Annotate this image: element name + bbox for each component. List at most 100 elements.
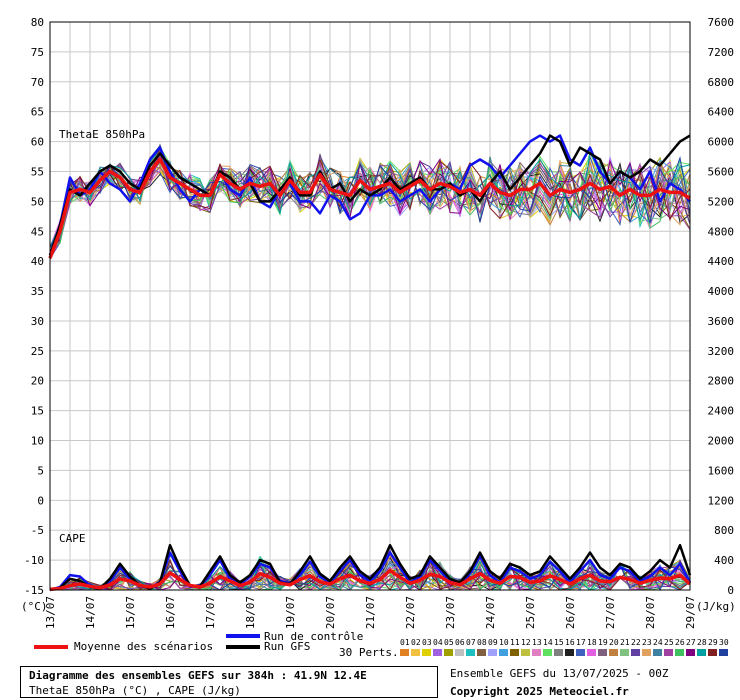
- gfs-legend-swatch: [226, 645, 260, 649]
- y-right-tick: 2000: [708, 435, 735, 448]
- y-right-tick: 6000: [708, 136, 735, 149]
- pert-swatch: [543, 649, 552, 656]
- y-left-tick: 75: [31, 46, 44, 59]
- y-right-tick: 2800: [708, 375, 735, 388]
- pert-number: 14: [543, 638, 553, 647]
- pert-number: 24: [653, 638, 663, 647]
- x-tick-label: 18/07: [244, 596, 257, 629]
- info-variables: ThetaE 850hPa (°C) , CAPE (J/kg): [29, 684, 241, 697]
- pert-swatch: [708, 649, 717, 656]
- y-left-tick: -5: [31, 524, 44, 537]
- left-unit-label: (°C): [21, 600, 48, 613]
- pert-swatch: [422, 649, 431, 656]
- x-tick-label: 26/07: [564, 596, 577, 629]
- y-left-tick: 25: [31, 345, 44, 358]
- pert-swatch: [532, 649, 541, 656]
- x-tick-label: 25/07: [524, 596, 537, 629]
- y-right-tick: 6400: [708, 106, 735, 119]
- series-line: [48, 157, 691, 259]
- pert-number: 04: [433, 638, 443, 647]
- info-box: Diagramme des ensembles GEFS sur 384h : …: [20, 666, 438, 698]
- pert-number: 26: [675, 638, 685, 647]
- pert-number: 19: [598, 638, 608, 647]
- pert-swatch: [510, 649, 519, 656]
- mean-legend-label: Moyenne des scénarios: [74, 640, 214, 653]
- control-legend-swatch: [226, 634, 260, 638]
- pert-number: 02: [411, 638, 421, 647]
- pert-swatch: [697, 649, 706, 656]
- pert-number: 10: [499, 638, 509, 647]
- y-right-tick: 5600: [708, 165, 735, 178]
- y-left-tick: 70: [31, 76, 44, 89]
- pert-swatch: [565, 649, 574, 656]
- pert-number: 11: [510, 638, 520, 647]
- y-left-tick: -10: [24, 554, 44, 567]
- pert-number: 01: [400, 638, 410, 647]
- pert-swatch: [554, 649, 563, 656]
- pert-swatch: [664, 649, 673, 656]
- pert-number: 21: [620, 638, 630, 647]
- copyright: Copyright 2025 Meteociel.fr: [450, 685, 629, 698]
- y-left-tick: 30: [31, 315, 44, 328]
- x-tick-label: 16/07: [164, 596, 177, 629]
- pert-number: 05: [444, 638, 454, 647]
- x-tick-label: 23/07: [444, 596, 457, 629]
- x-tick-label: 20/07: [324, 596, 337, 629]
- x-tick-label: 24/07: [484, 596, 497, 629]
- y-right-tick: 4000: [708, 285, 735, 298]
- pert-swatch: [433, 649, 442, 656]
- pert-thetae-line: [49, 155, 691, 259]
- pert-swatch: [400, 649, 409, 656]
- info-title: Diagramme des ensembles GEFS sur 384h : …: [29, 669, 367, 682]
- pert-swatch: [609, 649, 618, 656]
- y-left-tick: 15: [31, 405, 44, 418]
- x-tick-label: 14/07: [84, 596, 97, 629]
- pert-swatch: [675, 649, 684, 656]
- pert-swatch: [587, 649, 596, 656]
- y-left-tick: 0: [37, 494, 44, 507]
- x-tick-label: 29/07: [684, 596, 697, 629]
- pert-number: 13: [532, 638, 542, 647]
- cape-label: CAPE: [59, 532, 86, 545]
- pert-number: 03: [422, 638, 432, 647]
- y-left-tick: 10: [31, 435, 44, 448]
- y-left-tick: 60: [31, 136, 44, 149]
- right-unit-label: (J/kg): [696, 600, 736, 613]
- y-right-tick: 2400: [708, 405, 735, 418]
- pert-number: 22: [631, 638, 641, 647]
- series-line: [49, 568, 692, 592]
- control-legend-label: Run de contrôle: [264, 630, 364, 643]
- mean-legend-swatch: [34, 645, 68, 649]
- pert-number: 07: [466, 638, 476, 647]
- pert-number: 27: [686, 638, 696, 647]
- y-left-tick: 5: [37, 464, 44, 477]
- x-tick-label: 28/07: [644, 596, 657, 629]
- y-left-tick: 50: [31, 195, 44, 208]
- pert-number: 16: [565, 638, 575, 647]
- pert-swatch: [598, 649, 607, 656]
- pert-swatch: [499, 649, 508, 656]
- pert-number: 23: [642, 638, 652, 647]
- plot-frame: [49, 21, 691, 591]
- pert-cape-line: [49, 553, 691, 591]
- x-tick-label: 19/07: [284, 596, 297, 629]
- grid: [49, 21, 691, 591]
- pert-swatch: [620, 649, 629, 656]
- x-tick-label: 15/07: [124, 596, 137, 629]
- pert-number: 28: [697, 638, 707, 647]
- y-right-tick: 1200: [708, 494, 735, 507]
- y-right-tick: 4800: [708, 225, 735, 238]
- pert-swatch: [631, 649, 640, 656]
- gfs-legend-label: Run GFS: [264, 640, 311, 653]
- pert-swatch: [477, 649, 486, 656]
- pert-number: 18: [587, 638, 597, 647]
- y-right-tick: 1600: [708, 464, 735, 477]
- pert-number: 30: [719, 638, 729, 647]
- pert-swatch: [466, 649, 475, 656]
- y-left-tick: 45: [31, 225, 44, 238]
- pert-number: 25: [664, 638, 674, 647]
- run-info: Ensemble GEFS du 13/07/2025 - 00Z: [450, 667, 669, 680]
- pert-number: 09: [488, 638, 498, 647]
